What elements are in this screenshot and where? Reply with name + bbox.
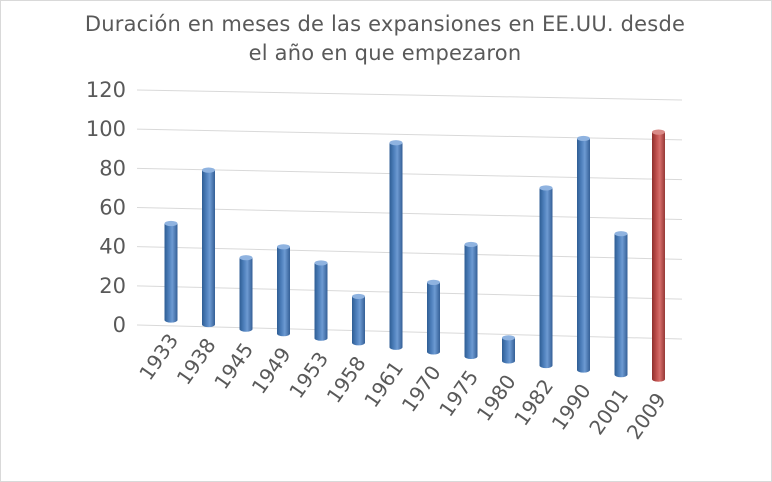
bar-body (389, 142, 403, 350)
gridline-80 (136, 167, 683, 181)
bar-cap (464, 241, 478, 248)
bar-cap (202, 167, 215, 173)
y-tick-label: 80 (99, 156, 126, 180)
bar-body (239, 257, 253, 332)
bar-1982 (539, 185, 553, 369)
bar-1938 (202, 167, 215, 328)
gridline-120 (136, 89, 683, 101)
y-axis-ticks: 0 20 40 60 80 100 120 (86, 78, 126, 337)
bar-1933 (164, 220, 178, 323)
gridline-100 (136, 128, 683, 141)
bar-cap (652, 129, 665, 135)
gridline-20 (136, 285, 683, 300)
bar-body (652, 132, 665, 382)
chart-title-line-1: Duración en meses de las expansiones en … (84, 12, 686, 36)
bar-body (352, 296, 365, 346)
chart-title: Duración en meses de las expansiones en … (60, 10, 710, 68)
bar-cap (539, 185, 553, 191)
bar-body (464, 244, 478, 359)
bar-cap (277, 244, 290, 250)
bars (164, 129, 665, 382)
bar-cap (502, 335, 515, 341)
bar-cap (427, 279, 440, 285)
y-tick-label: 100 (86, 117, 126, 141)
bar-body (539, 187, 553, 369)
y-tick-label: 20 (99, 274, 126, 298)
chart-title-line-2: el año en que empezaron (248, 41, 522, 65)
bar-body (577, 138, 590, 373)
bar-1980 (502, 335, 515, 364)
gridline-60 (136, 207, 683, 220)
bar-body (164, 223, 178, 323)
y-tick-label: 60 (99, 196, 126, 220)
bar-body (502, 337, 515, 364)
bar-1949 (277, 244, 290, 337)
bar-cap (164, 220, 178, 227)
y-tick-label: 40 (99, 235, 126, 259)
bar-cap (352, 293, 365, 300)
bar-1958 (352, 293, 365, 346)
bar-1975 (464, 241, 478, 359)
gridline-0 (136, 324, 683, 340)
bar-cap (577, 135, 590, 142)
bar-2009 (652, 129, 665, 382)
bar-cap (239, 255, 253, 261)
bar-body (314, 262, 328, 341)
bar-cap (614, 231, 628, 237)
bar-2001 (614, 231, 628, 378)
bar-1945 (239, 255, 253, 332)
bar-body (427, 282, 440, 355)
bar-body (277, 246, 290, 337)
bar-body (202, 170, 215, 328)
gridline-40 (136, 246, 683, 260)
bar-1970 (427, 279, 440, 355)
bar-body (614, 233, 628, 378)
bar-1953 (314, 260, 328, 341)
bar-1990 (577, 135, 590, 373)
y-tick-label: 120 (86, 78, 126, 102)
bar-cap (389, 140, 403, 146)
gridlines (136, 89, 683, 340)
y-tick-label: 0 (113, 313, 126, 337)
bar-1961 (389, 140, 403, 350)
bar-cap (314, 260, 328, 266)
